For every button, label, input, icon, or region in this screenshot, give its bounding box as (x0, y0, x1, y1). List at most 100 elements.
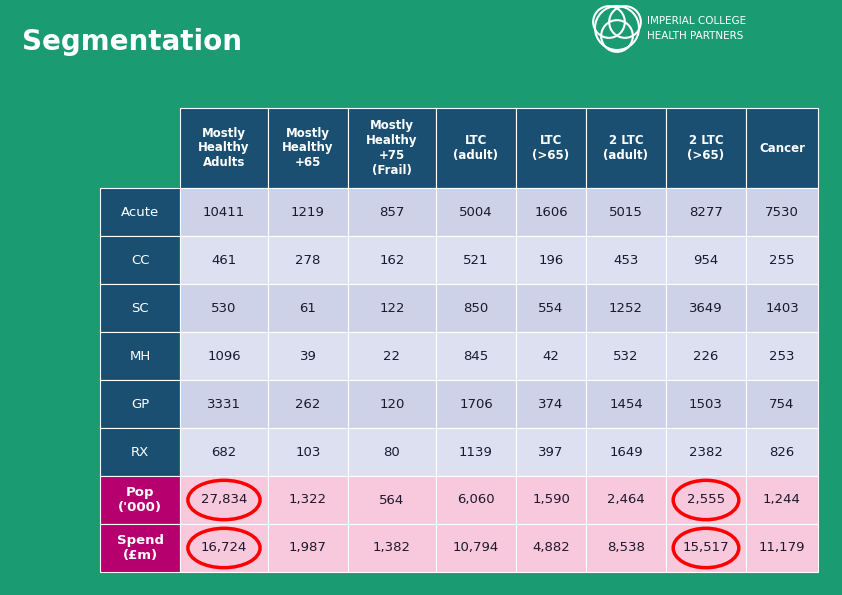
Bar (436, 284, 516, 332)
Bar (268, 380, 348, 428)
Bar (516, 188, 586, 236)
Bar (180, 188, 268, 236)
Bar (586, 476, 666, 524)
Bar (180, 476, 268, 524)
Text: 1,322: 1,322 (289, 493, 327, 506)
Text: Spend
(£m): Spend (£m) (116, 534, 163, 562)
Text: Pop
('000): Pop ('000) (118, 486, 162, 514)
Bar (586, 236, 666, 284)
Bar (348, 428, 436, 476)
Bar (268, 428, 348, 476)
Text: CC: CC (131, 253, 149, 267)
Text: 682: 682 (211, 446, 237, 459)
Text: 39: 39 (300, 349, 317, 362)
Text: 22: 22 (383, 349, 401, 362)
Text: Mostly
Healthy
Adults: Mostly Healthy Adults (198, 127, 250, 170)
Text: 4,882: 4,882 (532, 541, 570, 555)
Bar (436, 380, 516, 428)
Bar (348, 476, 436, 524)
Bar (436, 476, 516, 524)
Text: 196: 196 (538, 253, 563, 267)
Text: 845: 845 (463, 349, 488, 362)
Text: 2,555: 2,555 (687, 493, 725, 506)
Text: 1606: 1606 (534, 205, 568, 218)
Text: Acute: Acute (121, 205, 159, 218)
Bar (746, 332, 818, 380)
Bar (100, 188, 180, 236)
Bar (746, 476, 818, 524)
Text: 954: 954 (693, 253, 718, 267)
Text: LTC
(>65): LTC (>65) (532, 134, 569, 162)
Bar (180, 380, 268, 428)
Bar (586, 284, 666, 332)
Text: Segmentation: Segmentation (22, 28, 242, 56)
Bar (268, 476, 348, 524)
Text: 15,517: 15,517 (683, 541, 729, 555)
Text: 1,382: 1,382 (373, 541, 411, 555)
Bar (180, 524, 268, 572)
Bar (348, 236, 436, 284)
Text: 8277: 8277 (689, 205, 723, 218)
Bar (348, 332, 436, 380)
Text: 1649: 1649 (610, 446, 642, 459)
Text: 11,179: 11,179 (759, 541, 805, 555)
Text: 27,834: 27,834 (200, 493, 248, 506)
Text: 532: 532 (613, 349, 639, 362)
Text: 374: 374 (538, 397, 563, 411)
Text: RX: RX (131, 446, 149, 459)
Text: 754: 754 (770, 397, 795, 411)
Bar (348, 380, 436, 428)
Text: 857: 857 (379, 205, 405, 218)
Bar (268, 284, 348, 332)
Bar (666, 188, 746, 236)
Bar (666, 428, 746, 476)
Bar (100, 524, 180, 572)
Text: 1096: 1096 (207, 349, 241, 362)
Text: 6,060: 6,060 (457, 493, 495, 506)
Text: IMPERIAL COLLEGE: IMPERIAL COLLEGE (647, 16, 746, 26)
Text: 8,538: 8,538 (607, 541, 645, 555)
Text: 61: 61 (300, 302, 317, 315)
Bar (746, 284, 818, 332)
Bar (586, 428, 666, 476)
Bar (516, 380, 586, 428)
Bar (100, 332, 180, 380)
Text: 397: 397 (538, 446, 563, 459)
Text: 5015: 5015 (609, 205, 643, 218)
Text: Mostly
Healthy
+75
(Frail): Mostly Healthy +75 (Frail) (366, 119, 418, 177)
Bar (268, 236, 348, 284)
Bar (586, 108, 666, 188)
Bar (100, 476, 180, 524)
Bar (268, 524, 348, 572)
Bar (180, 332, 268, 380)
Text: 1403: 1403 (765, 302, 799, 315)
Bar (666, 380, 746, 428)
Bar (348, 284, 436, 332)
Text: 521: 521 (463, 253, 488, 267)
Bar (100, 428, 180, 476)
Text: 253: 253 (770, 349, 795, 362)
Bar (666, 524, 746, 572)
Bar (746, 524, 818, 572)
Text: 1706: 1706 (459, 397, 493, 411)
Text: SC: SC (131, 302, 149, 315)
Text: 10411: 10411 (203, 205, 245, 218)
Bar (436, 332, 516, 380)
Bar (436, 236, 516, 284)
Bar (586, 524, 666, 572)
Text: 461: 461 (211, 253, 237, 267)
Bar (516, 284, 586, 332)
Text: 1,987: 1,987 (289, 541, 327, 555)
Bar (180, 108, 268, 188)
Bar (436, 428, 516, 476)
Bar (100, 284, 180, 332)
Text: GP: GP (131, 397, 149, 411)
Text: 564: 564 (380, 493, 405, 506)
Text: 1454: 1454 (609, 397, 643, 411)
Bar (100, 236, 180, 284)
Text: 10,794: 10,794 (453, 541, 499, 555)
Text: 850: 850 (463, 302, 488, 315)
Bar (586, 380, 666, 428)
Text: 2,464: 2,464 (607, 493, 645, 506)
Bar (516, 524, 586, 572)
